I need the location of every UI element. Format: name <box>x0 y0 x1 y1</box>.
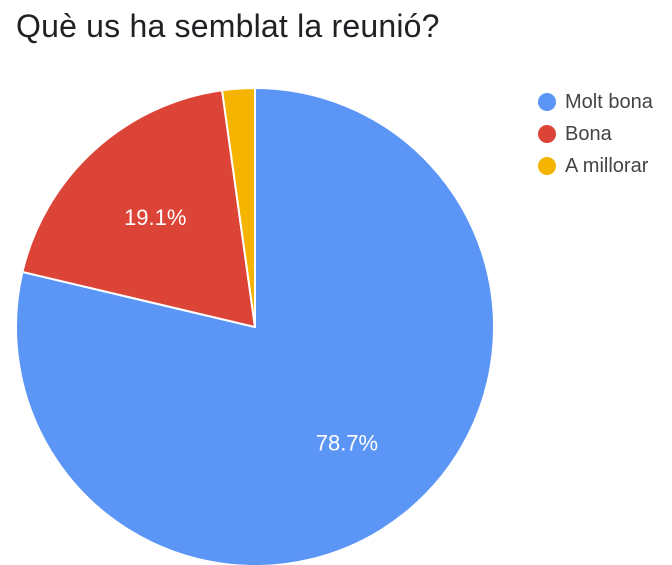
legend-label-a-millorar: A millorar <box>565 154 649 177</box>
legend-item-bona[interactable]: Bona <box>538 118 653 150</box>
legend-item-a-millorar[interactable]: A millorar <box>538 150 653 182</box>
chart-title: Què us ha semblat la reunió? <box>16 8 440 44</box>
pie-label-bona: 19.1% <box>124 205 186 230</box>
legend-label-molt-bona: Molt bona <box>565 90 653 113</box>
legend-label-bona: Bona <box>565 122 612 145</box>
legend: Molt bona Bona A millorar <box>538 86 653 182</box>
legend-swatch-molt-bona <box>538 93 556 111</box>
legend-item-molt-bona[interactable]: Molt bona <box>538 86 653 118</box>
legend-swatch-bona <box>538 125 556 143</box>
pie-slice-bona[interactable] <box>21 89 256 328</box>
pie-label-molt-bona: 78.7% <box>316 431 378 456</box>
pie-slice-a-millorar[interactable] <box>221 87 256 328</box>
legend-swatch-a-millorar <box>538 157 556 175</box>
